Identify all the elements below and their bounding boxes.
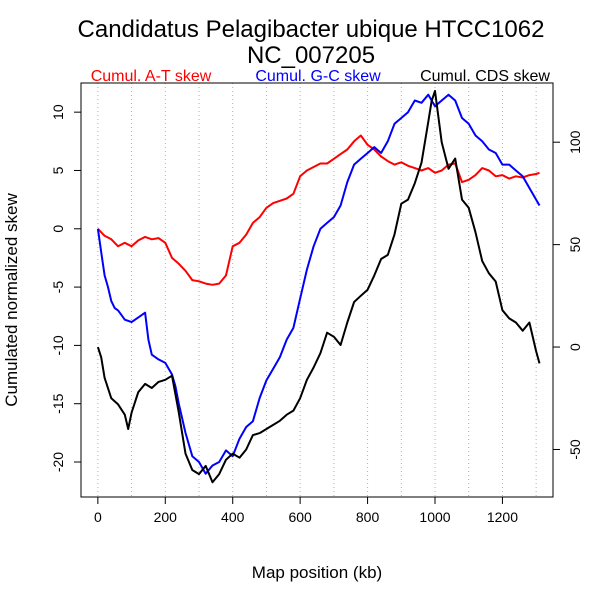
- x-axis-label: Map position (kb): [252, 563, 382, 582]
- y-tick-label: -10: [50, 335, 66, 355]
- legend: Cumul. A-T skew Cumul. G-C skew Cumul. C…: [91, 68, 551, 85]
- x-tick-label: 200: [154, 509, 178, 525]
- legend-cds-skew: Cumul. CDS skew: [420, 68, 550, 85]
- x-axis: 0 200 400 600 800 1000 1200: [94, 497, 518, 525]
- y2-tick-label: 100: [567, 130, 583, 154]
- y-tick-label: 10: [50, 104, 66, 120]
- y-axis-left: 10 5 0 -5 -10 -15 -20: [50, 104, 81, 472]
- plot-frame: [80, 82, 554, 498]
- y-axis-label: Cumulated normalized skew: [2, 193, 21, 407]
- gc-skew-line: [96, 93, 541, 475]
- at-skew-line: [97, 134, 540, 286]
- y-tick-label: -5: [50, 281, 66, 294]
- y2-tick-label: 0: [567, 343, 583, 351]
- x-tick-label: 1000: [419, 509, 450, 525]
- x-tick-label: 1200: [487, 509, 518, 525]
- y-axis-right: 100 50 0 -50: [553, 130, 583, 460]
- y-tick-label: -15: [50, 393, 66, 413]
- x-tick-label: 400: [221, 509, 245, 525]
- legend-at-skew: Cumul. A-T skew: [91, 68, 212, 85]
- legend-gc-skew: Cumul. G-C skew: [255, 68, 381, 85]
- y-tick-label: -20: [50, 452, 66, 472]
- y-tick-label: 5: [50, 166, 66, 174]
- y-tick-label: 0: [50, 225, 66, 233]
- y2-tick-label: 50: [567, 237, 583, 253]
- cds-skew-line: [96, 90, 541, 484]
- chart-title: Candidatus Pelagibacter ubique HTCC1062: [78, 16, 545, 43]
- x-tick-label: 0: [94, 509, 102, 525]
- x-tick-label: 600: [288, 509, 312, 525]
- chart-subtitle: NC_007205: [247, 42, 375, 69]
- y2-tick-label: -50: [567, 439, 583, 459]
- x-tick-label: 800: [356, 509, 380, 525]
- series-lines: [96, 90, 541, 484]
